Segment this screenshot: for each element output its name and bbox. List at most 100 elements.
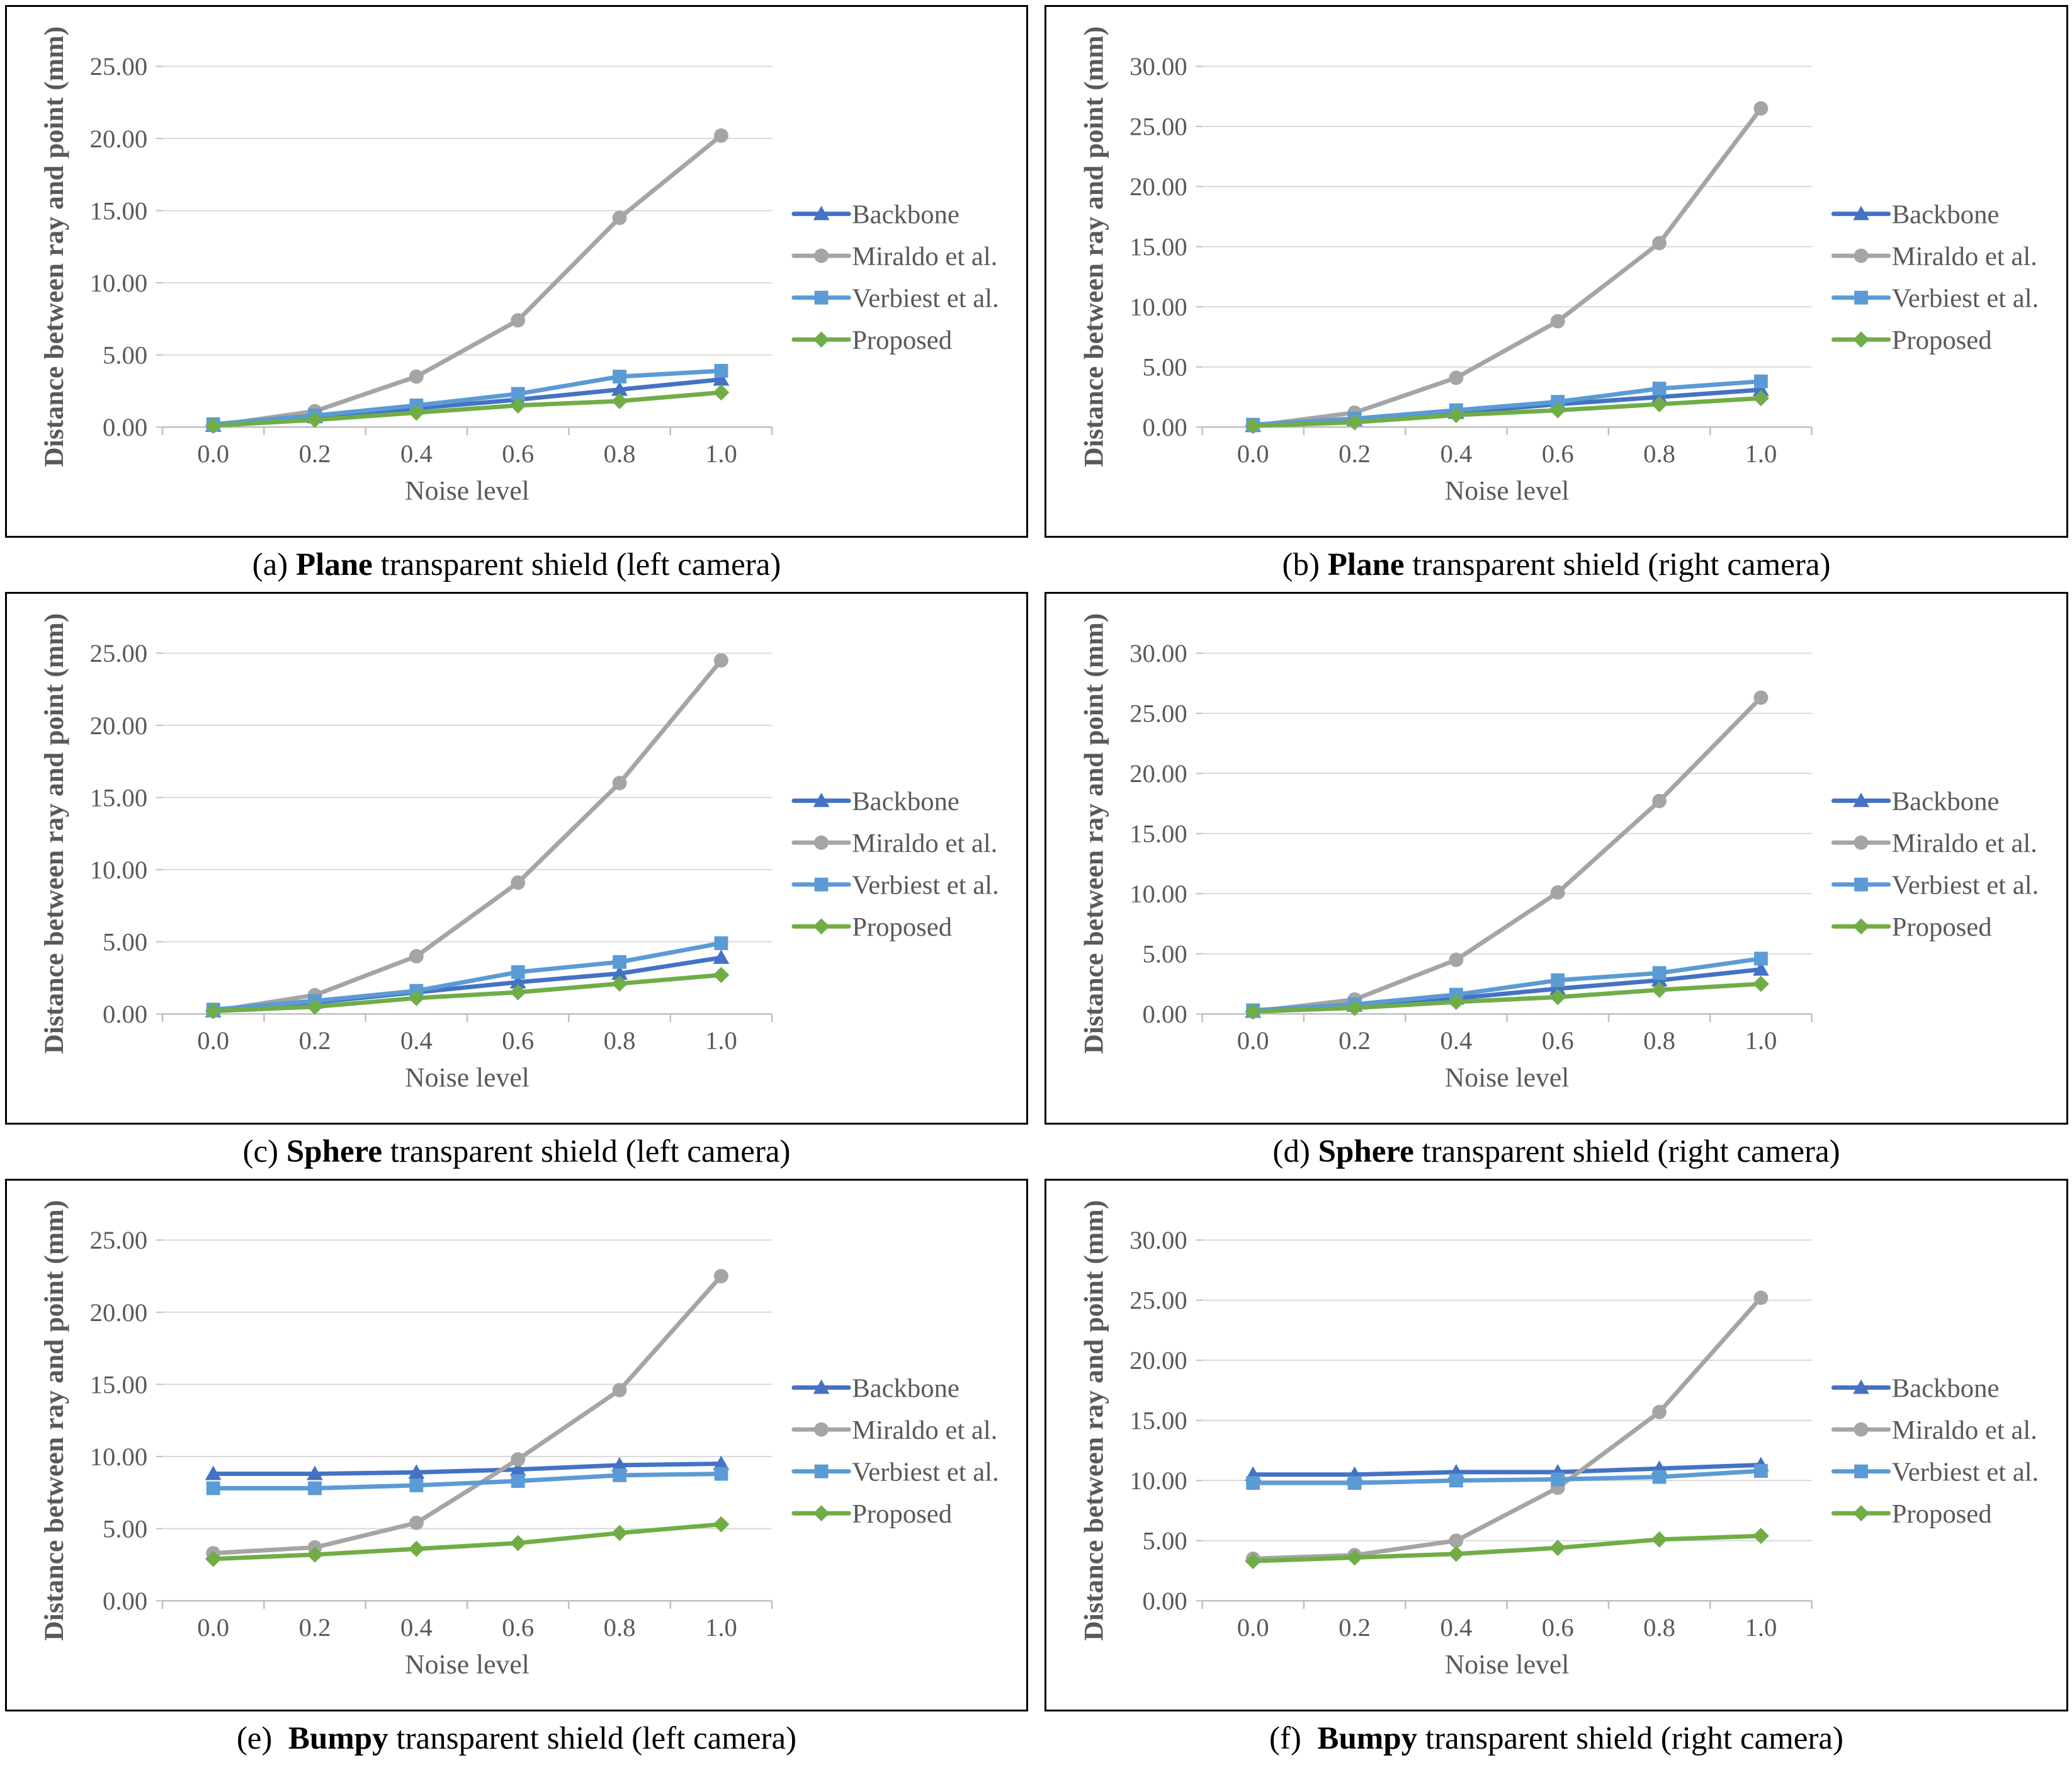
square-marker: [1754, 951, 1768, 966]
legend-label: Proposed: [852, 326, 952, 355]
gridlines: [1202, 652, 1812, 1015]
y-tick-labels: 0.00 5.00 10.00 15.00 20.00 25.00 30.00: [1129, 52, 1187, 441]
square-marker: [1551, 1472, 1565, 1487]
square-icon: [1854, 1464, 1868, 1478]
y-tick-label: 0.00: [103, 1587, 147, 1615]
square-marker: [308, 1481, 322, 1495]
chart-caption-e: (e) Bumpy transparent shield (left camer…: [5, 1718, 1028, 1759]
diamond-marker: [408, 404, 425, 421]
circle-marker: [714, 128, 728, 143]
x-tick-label: 0.4: [400, 1613, 433, 1642]
series-line-proposed: [1250, 982, 1763, 1014]
diamond-marker: [307, 411, 323, 428]
y-tick-label: 20.00: [1129, 173, 1187, 201]
caption-prefix: (b): [1282, 547, 1328, 582]
circle-marker: [1753, 101, 1769, 116]
caption-keyword: Sphere: [1318, 1134, 1414, 1169]
caption-keyword: Bumpy: [1317, 1721, 1418, 1756]
x-tick-label: 0.0: [197, 440, 229, 468]
y-tick-label: 0.00: [1142, 413, 1187, 441]
legend-item-miraldo-et-al: Miraldo et al.: [791, 242, 997, 271]
legend-item-proposed: Proposed: [1831, 912, 1992, 942]
triangle-marker: [509, 973, 526, 989]
series-proposed: [205, 384, 730, 434]
legend-item-verbiest-et-al: Verbiest et al.: [791, 1458, 999, 1487]
chart-svg-c: 0.00 5.00 10.00 15.00 20.00 25.00 0.0 0.2 0.4 0.6…: [39, 613, 999, 1093]
diamond-marker: [1549, 1540, 1566, 1557]
x-tick-labels: 0.0 0.2 0.4 0.6 0.8 1.0: [197, 440, 737, 468]
circle-marker: [1652, 793, 1667, 809]
x-tick-label: 0.0: [1237, 1613, 1269, 1642]
x-tick-label: 0.6: [502, 440, 534, 468]
diamond-icon: [1853, 918, 1869, 935]
x-tick-labels: 0.0 0.2 0.4 0.6 0.8 1.0: [197, 1026, 737, 1055]
y-axis-ticks: [1196, 1239, 1203, 1602]
legend-label: Miraldo et al.: [852, 829, 997, 858]
y-tick-label: 25.00: [1129, 700, 1187, 728]
diamond-icon: [813, 1505, 830, 1522]
diamond-icon: [813, 918, 830, 935]
y-tick-labels: 0.00 5.00 10.00 15.00 20.00 25.00: [90, 639, 148, 1028]
triangle-marker: [611, 965, 628, 980]
y-axis-ticks: [156, 1239, 163, 1602]
x-axis-title: Noise level: [1445, 475, 1570, 506]
legend: Backbone Miraldo et al. Verbiest et al. Pro…: [791, 1374, 999, 1529]
x-tick-label: 0.4: [1440, 1613, 1472, 1642]
x-tick-label: 0.0: [1237, 1026, 1269, 1055]
diamond-marker: [713, 1516, 730, 1533]
x-tick-label: 1.0: [1745, 1613, 1777, 1642]
series-verbiest-et-al: [1246, 1464, 1768, 1490]
y-axis-ticks: [1196, 65, 1203, 428]
square-marker: [1652, 1470, 1667, 1484]
legend-label: Verbiest et al.: [852, 871, 999, 900]
square-marker: [1246, 1476, 1260, 1490]
circle-marker: [1449, 370, 1464, 385]
x-axis-title: Noise level: [1445, 1062, 1570, 1092]
caption-rest: transparent shield (right camera): [1413, 1134, 1840, 1169]
chart-cell-a: 0.00 5.00 10.00 15.00 20.00 25.00 0.0 0.2 0.4 0.6…: [5, 5, 1028, 586]
series-verbiest-et-al: [206, 936, 728, 1017]
chart-caption-f: (f) Bumpy transparent shield (right came…: [1044, 1718, 2068, 1759]
x-tick-label: 0.8: [604, 1613, 636, 1642]
legend-item-verbiest-et-al: Verbiest et al.: [1831, 284, 2039, 314]
y-tick-label: 5.00: [1142, 353, 1187, 382]
y-tick-label: 0.00: [103, 1000, 147, 1028]
chart-caption-b: (b) Plane transparent shield (right came…: [1044, 544, 2068, 586]
legend-item-verbiest-et-al: Verbiest et al.: [791, 871, 999, 900]
legend-item-proposed: Proposed: [791, 1499, 952, 1529]
square-marker: [1652, 966, 1667, 980]
x-tick-label: 0.6: [1542, 1026, 1574, 1055]
legend-item-proposed: Proposed: [1831, 326, 1992, 355]
square-icon: [1854, 877, 1868, 892]
y-tick-label: 5.00: [103, 1515, 147, 1543]
triangle-marker: [1753, 961, 1769, 976]
legend-item-miraldo-et-al: Miraldo et al.: [791, 829, 997, 858]
y-tick-label: 20.00: [90, 1298, 148, 1327]
circle-marker: [1449, 1533, 1464, 1548]
circle-marker: [511, 1452, 526, 1467]
triangle-marker: [1651, 389, 1668, 404]
legend-label: Backbone: [1892, 787, 2000, 817]
y-tick-label: 10.00: [90, 856, 148, 884]
y-tick-label: 25.00: [1129, 113, 1187, 141]
y-tick-label: 15.00: [1129, 1407, 1187, 1435]
legend-item-miraldo-et-al: Miraldo et al.: [1831, 242, 2037, 271]
triangle-icon: [1853, 1379, 1869, 1394]
diamond-marker: [205, 417, 222, 434]
triangle-icon: [813, 205, 830, 220]
series-line-proposed: [211, 1522, 723, 1562]
series-proposed: [1245, 1528, 1769, 1570]
legend-label: Backbone: [852, 1374, 960, 1404]
x-tick-label: 1.0: [1745, 1026, 1777, 1055]
x-tick-label: 0.2: [299, 1613, 331, 1642]
y-tick-label: 10.00: [1129, 880, 1187, 908]
legend-label: Proposed: [852, 912, 952, 942]
caption-rest: transparent shield (left camera): [372, 547, 781, 582]
x-tick-label: 0.0: [197, 1026, 229, 1055]
circle-marker: [714, 1269, 728, 1284]
series-line-verbiest-et-al: [1250, 956, 1763, 1013]
diamond-marker: [1753, 975, 1769, 992]
caption-prefix: (f): [1269, 1721, 1318, 1756]
legend-label: Proposed: [1892, 326, 1992, 355]
triangle-marker: [205, 1465, 222, 1480]
